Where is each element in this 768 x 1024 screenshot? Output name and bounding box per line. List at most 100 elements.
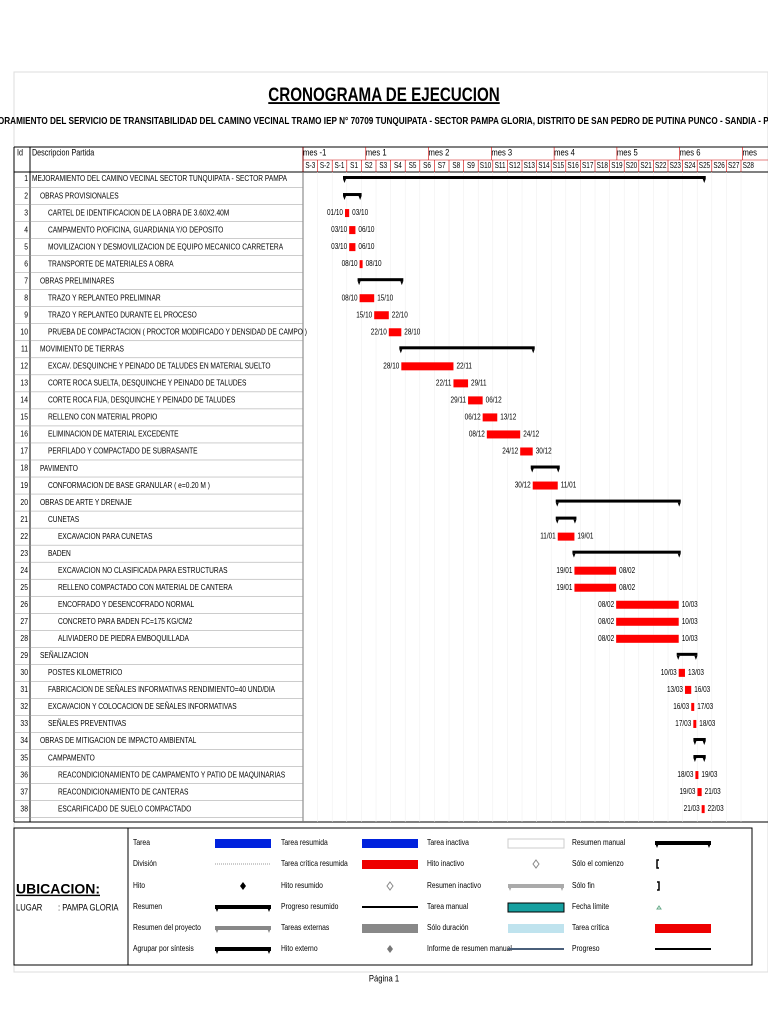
legend-label: Tarea <box>133 838 151 848</box>
task-id: 24 <box>20 565 28 575</box>
month-label: mes 5 <box>617 147 638 158</box>
summary-bar <box>399 346 535 350</box>
start-date: 21/03 <box>684 803 700 813</box>
task-name: PERFILADO Y COMPACTADO DE SUBRASANTE <box>48 446 198 456</box>
task-id: 30 <box>20 667 28 677</box>
summary-end <box>343 179 706 183</box>
summary-end <box>357 281 404 286</box>
week-label: S14 <box>538 160 549 170</box>
legend-label: Tarea crítica resumida <box>281 859 348 869</box>
task-id: 21 <box>20 514 28 524</box>
end-date: 22/03 <box>708 803 724 813</box>
task-id: 8 <box>24 293 28 303</box>
task-id: 16 <box>20 429 28 439</box>
end-date: 10/03 <box>682 599 698 609</box>
month-label: mes 4 <box>554 147 575 158</box>
task-id: 17 <box>20 446 28 456</box>
task-name: SEÑALES PREVENTIVAS <box>48 718 126 728</box>
task-name: PRUEBA DE COMPACTACION ( PROCTOR MODIFIC… <box>48 327 307 337</box>
summary-name: PAVIMENTO <box>40 463 78 473</box>
start-date: 10/03 <box>661 667 677 677</box>
end-date: 19/03 <box>701 769 717 779</box>
summary-name: BADEN <box>48 548 71 558</box>
legend-label: Tarea crítica <box>572 923 610 933</box>
task-id: 35 <box>20 753 28 763</box>
legend-symbol <box>532 859 540 869</box>
week-label: S9 <box>467 160 475 170</box>
start-date: 08/02 <box>598 616 614 626</box>
task-name: ALIVIADERO DE PIEDRA EMBOQUILLADA <box>58 633 190 643</box>
column-header: Descripcion Partida <box>32 148 95 158</box>
task-id: 18 <box>20 463 28 473</box>
task-id: 4 <box>24 225 28 235</box>
task-bar <box>532 481 558 490</box>
summary-end <box>572 553 681 558</box>
task-bar <box>684 685 692 694</box>
start-date: 08/02 <box>598 599 614 609</box>
legend-label: Resumen <box>133 902 162 912</box>
task-name: CORTE ROCA SUELTA, DESQUINCHE Y PEINADO … <box>48 378 246 388</box>
legend-label: Hito resumido <box>281 881 323 891</box>
summary-name: CAMPAMENTO <box>48 752 95 762</box>
summary-end <box>343 196 362 201</box>
legend-label: Tarea resumida <box>281 838 328 848</box>
task-id: 29 <box>20 650 28 660</box>
legend-label: Tareas externas <box>281 923 329 933</box>
end-date: 13/03 <box>688 667 704 677</box>
start-date: 03/10 <box>331 241 347 251</box>
legend-symbol <box>508 884 564 888</box>
task-bar <box>359 260 363 269</box>
legend-symbol <box>508 924 564 933</box>
task-bar <box>349 226 356 235</box>
task-bar <box>557 532 575 541</box>
task-id: 34 <box>20 736 28 746</box>
end-date: 18/03 <box>699 718 715 728</box>
task-id: 23 <box>20 548 28 558</box>
legend-symbol <box>362 860 418 869</box>
week-label: S8 <box>452 160 460 170</box>
legend-label: Tarea manual <box>427 902 468 912</box>
start-date: 18/03 <box>677 769 693 779</box>
start-date: 19/01 <box>556 582 572 592</box>
task-id: 1 <box>24 174 28 184</box>
week-label: S22 <box>655 160 666 170</box>
task-name: REACONDICIONAMIENTO DE CANTERAS <box>58 787 188 797</box>
task-name: CORTE ROCA FIJA, DESQUINCHE Y PEINADO DE… <box>48 395 235 405</box>
task-bar <box>374 311 389 320</box>
week-label: S24 <box>684 160 695 170</box>
location-value: : PAMPA GLORIA <box>58 902 119 913</box>
summary-bar <box>693 737 706 741</box>
task-id: 31 <box>20 684 28 694</box>
task-id: 10 <box>20 327 28 337</box>
legend-label: Hito externo <box>281 944 318 954</box>
end-date: 19/01 <box>577 531 593 541</box>
summary-name: SEÑALIZACION <box>40 650 89 660</box>
task-id: 3 <box>24 208 28 218</box>
week-label: S-3 <box>305 160 315 170</box>
end-date: 13/12 <box>500 412 516 422</box>
week-label: S5 <box>409 160 417 170</box>
task-bar <box>388 328 402 337</box>
task-name: EXCAVACION Y COLOCACION DE SEÑALES INFOR… <box>48 701 237 711</box>
summary-end <box>555 502 681 507</box>
task-id: 14 <box>20 395 28 405</box>
task-id: 38 <box>20 804 28 814</box>
legend-symbol <box>362 839 418 848</box>
title: CRONOGRAMA DE EJECUCION <box>268 83 499 105</box>
task-bar <box>574 566 617 575</box>
legend-label: Sólo el comienzo <box>572 859 624 869</box>
task-id: 15 <box>20 412 28 422</box>
task-name: CARTEL DE IDENTIFICACION DE LA OBRA DE 3… <box>48 208 229 218</box>
task-bar <box>453 379 469 388</box>
task-name: TRANSPORTE DE MATERIALES A OBRA <box>48 259 174 269</box>
legend-symbol <box>656 905 662 910</box>
task-id: 25 <box>20 582 28 592</box>
summary-name: OBRAS PRELIMINARES <box>40 276 114 286</box>
task-bar <box>616 600 679 609</box>
task-name: CAMPAMENTO P/OFICINA, GUARDIANIA Y/O DEP… <box>48 225 223 235</box>
task-bar <box>693 719 697 728</box>
week-label: S11 <box>495 160 506 170</box>
task-name: RELLENO COMPACTADO CON MATERIAL DE CANTE… <box>58 582 233 592</box>
week-label: S-2 <box>320 160 330 170</box>
